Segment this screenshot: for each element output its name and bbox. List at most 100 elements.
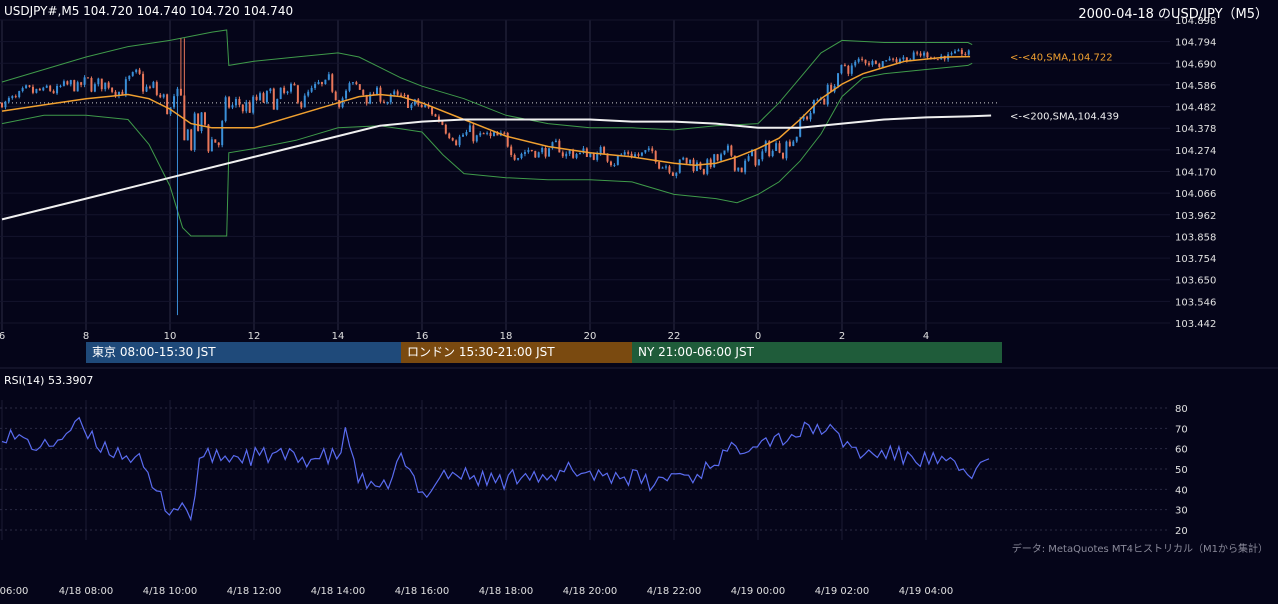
x-tick-label: 10 (164, 331, 177, 342)
candle-body (269, 88, 272, 92)
candle-body (203, 112, 206, 125)
candle (867, 61, 870, 67)
candle-body (871, 61, 874, 65)
candle-body (341, 98, 344, 108)
y-tick-label: 103.442 (1175, 319, 1216, 330)
candle-body (678, 159, 681, 173)
candle (410, 103, 413, 111)
candle-body (406, 94, 409, 108)
candle-body (627, 152, 630, 154)
candle-body (902, 57, 905, 60)
candle-body (200, 112, 203, 132)
candle (964, 51, 967, 56)
candle (623, 150, 626, 156)
candle-body (38, 88, 41, 91)
candle-body (314, 84, 317, 88)
candle-body (396, 91, 399, 95)
candle-body (809, 112, 812, 120)
candle-body (56, 85, 59, 94)
candle (90, 76, 93, 93)
candle (678, 159, 681, 174)
candle-body (320, 82, 323, 85)
candle-body (806, 116, 809, 120)
candle-body (854, 61, 857, 66)
candle (517, 157, 520, 161)
x-tick-label: 18 (500, 331, 513, 342)
candle (355, 80, 358, 86)
rsi-label: RSI(14) 53.3907 (4, 374, 94, 387)
candle-body (296, 85, 299, 103)
y-tick-label: 104.378 (1175, 124, 1216, 135)
candle (327, 71, 330, 81)
candle-body (926, 52, 929, 58)
candle (296, 84, 299, 105)
candle-body (923, 52, 926, 56)
rsi-y-tick-label: 20 (1175, 526, 1188, 537)
candle-body (351, 82, 354, 84)
candle-body (892, 58, 895, 60)
candle (4, 100, 7, 110)
candle (658, 161, 661, 170)
candle (609, 160, 612, 167)
candle-body (634, 154, 637, 157)
candle-body (541, 147, 544, 153)
candle-body (523, 152, 526, 154)
candle (627, 150, 630, 157)
candle-body (781, 152, 784, 159)
candle (788, 139, 791, 148)
candle-body (228, 97, 231, 108)
candle (857, 57, 860, 64)
candle-body (152, 82, 155, 88)
candle (276, 98, 279, 111)
candle-body (517, 158, 520, 160)
candle (754, 149, 757, 167)
candle (59, 84, 62, 88)
rsi-x-tick-label: 4/18 08:00 (59, 586, 113, 597)
candle-body (217, 142, 220, 146)
candle (283, 85, 286, 95)
y-tick-label: 104.066 (1175, 189, 1216, 200)
candle (730, 144, 733, 157)
candle (403, 92, 406, 98)
y-tick-label: 104.274 (1175, 146, 1216, 157)
candle (702, 168, 705, 176)
candle (634, 152, 637, 158)
candle-body (761, 151, 764, 160)
candle (534, 150, 537, 158)
candle (124, 76, 127, 98)
candle (100, 78, 103, 92)
candle (757, 159, 760, 166)
candle-body (207, 124, 210, 152)
candle (919, 51, 922, 58)
candle (214, 139, 217, 143)
candle-body (689, 159, 692, 164)
candle-body (14, 96, 17, 98)
candle-body (265, 91, 268, 103)
candle (578, 152, 581, 155)
candle-body (369, 93, 372, 104)
candle-body (816, 99, 819, 101)
candle (190, 128, 193, 152)
candle (671, 171, 674, 177)
candle (80, 81, 83, 88)
candle-body (479, 133, 482, 136)
candle-body (214, 139, 217, 143)
candle (207, 123, 210, 153)
candle (25, 84, 28, 89)
candle-body (107, 82, 110, 88)
candle (73, 79, 76, 92)
candle-body (135, 69, 138, 73)
candle-body (93, 84, 96, 92)
candle (613, 163, 616, 168)
candle-body (310, 87, 313, 92)
candle-body (186, 129, 189, 141)
bollinger-lower (1, 62, 973, 237)
candle-body (548, 148, 551, 157)
candle (923, 50, 926, 58)
candle (35, 88, 38, 94)
candle (406, 94, 409, 109)
candle-body (513, 154, 516, 160)
candle-body (334, 91, 337, 101)
candle-body (317, 82, 320, 85)
